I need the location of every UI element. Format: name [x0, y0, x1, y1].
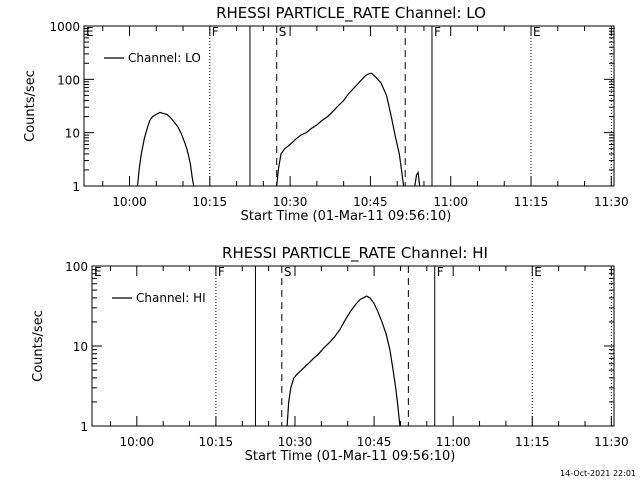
series-line — [136, 111, 195, 187]
hi-channel-panel: RHESSI PARTICLE_RATE Channel: HI E F S F E 1 10… — [31, 244, 629, 464]
y-tick-label: 10 — [65, 127, 80, 141]
plot-frame — [83, 25, 615, 187]
x-tick-label: 11:30 — [594, 435, 629, 449]
marker-label: F — [434, 25, 441, 39]
y-tick-label: 1000 — [49, 20, 80, 34]
x-axis-label: Start Time (01-Mar-11 09:56:10) — [245, 449, 456, 464]
x-tick-label: 11:15 — [514, 195, 549, 209]
x-tick-label: 10:30 — [273, 195, 308, 209]
legend-label: Channel: HI — [136, 291, 206, 305]
x-tick-label: 11:00 — [436, 435, 471, 449]
lo-channel-panel: RHESSI PARTICLE_RATE Channel: LO E F S F E 1 10… — [23, 4, 629, 224]
series-line — [414, 170, 421, 187]
y-axis-label: Counts/sec — [23, 70, 38, 142]
y-tick-label: 100 — [65, 260, 88, 274]
y-tick-label: 1 — [80, 420, 88, 434]
x-tick-label: 10:45 — [357, 435, 392, 449]
x-axis-label: Start Time (01-Mar-11 09:56:10) — [241, 209, 452, 224]
y-axis-label: Counts/sec — [31, 310, 46, 382]
marker-label: S — [279, 25, 287, 39]
y-tick-label: 1 — [72, 180, 80, 194]
x-tick-label: 11:15 — [515, 435, 550, 449]
y-tick-label: 10 — [73, 340, 88, 354]
x-tick-label: 10:00 — [112, 195, 147, 209]
x-tick-label: 10:15 — [193, 195, 228, 209]
chart-title: RHESSI PARTICLE_RATE Channel: LO — [216, 4, 486, 23]
marker-label: E — [86, 25, 94, 39]
marker-label: E — [533, 25, 541, 39]
series-line — [286, 295, 401, 427]
marker-label: F — [437, 265, 444, 279]
plot-frame — [91, 265, 615, 427]
x-tick-label: 11:30 — [594, 195, 629, 209]
chart-title: RHESSI PARTICLE_RATE Channel: HI — [222, 244, 488, 263]
y-tick-label: 100 — [57, 73, 80, 87]
x-tick-label: 10:00 — [120, 435, 155, 449]
x-tick-label: 10:45 — [353, 195, 388, 209]
x-tick-label: 10:15 — [199, 435, 234, 449]
series-line — [276, 72, 405, 187]
marker-label: E — [534, 265, 542, 279]
x-tick-label: 10:30 — [278, 435, 313, 449]
marker-label: F — [212, 25, 219, 39]
x-tick-label: 11:00 — [433, 195, 468, 209]
footer-timestamp: 14-Oct-2021 22:01 — [560, 469, 636, 478]
marker-label: E — [94, 265, 102, 279]
marker-label: S — [284, 265, 292, 279]
marker-label: F — [218, 265, 225, 279]
legend-label: Channel: LO — [128, 51, 201, 65]
